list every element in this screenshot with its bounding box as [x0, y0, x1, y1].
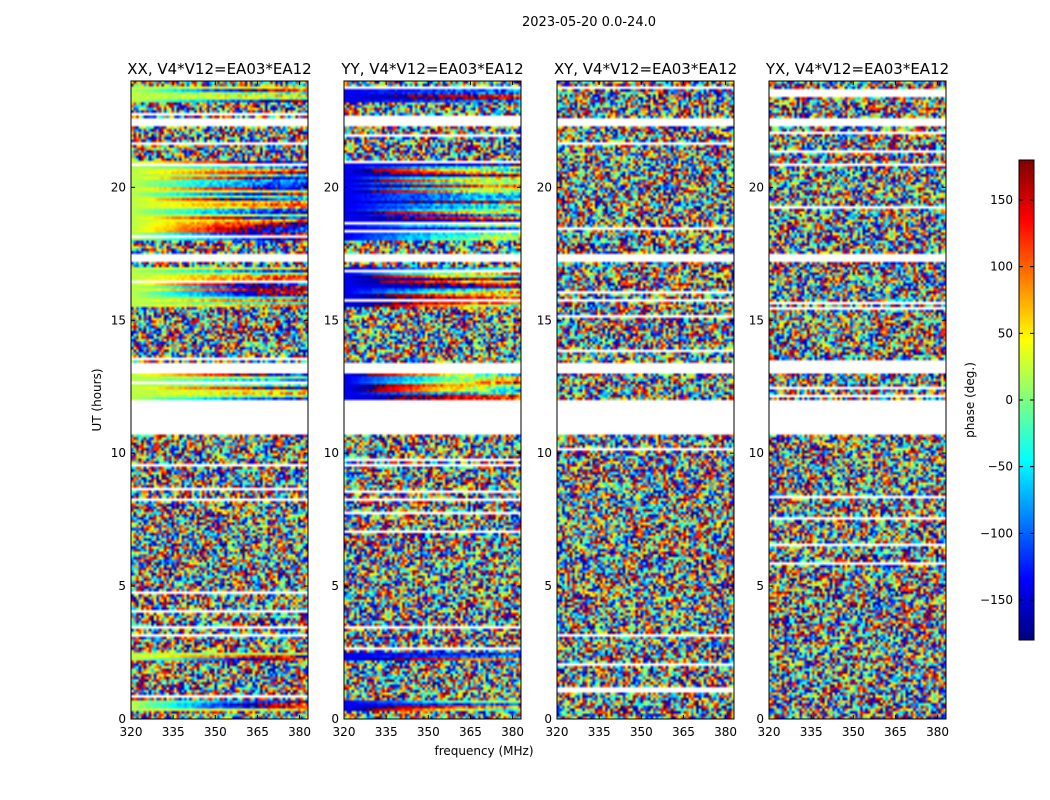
x-tick-label: 380	[501, 725, 524, 739]
x-tick-label: 320	[758, 725, 781, 739]
x-tick-label: 365	[246, 725, 269, 739]
x-tick-label: 365	[459, 725, 482, 739]
colorbar-tick-label: 150	[990, 193, 1013, 207]
panel-yy: YY, V4*V12=EA03*EA12 320 335 350 365 380 0 5 10 1…	[324, 60, 524, 739]
panel-frame	[768, 80, 947, 720]
y-tick-label: 10	[749, 446, 764, 460]
x-tick-label: 335	[375, 725, 398, 739]
y-tick-label: 0	[544, 712, 552, 726]
panel-frame	[556, 80, 735, 720]
y-tick-label: 10	[111, 446, 126, 460]
panel-xy: XY, V4*V12=EA03*EA12 320 335 350 365 380 0 5 10 1…	[537, 60, 737, 739]
y-tick-label: 5	[544, 579, 552, 593]
x-tick-label: 365	[672, 725, 695, 739]
heatmap-image	[769, 81, 946, 719]
colorbar-label: phase (deg.)	[963, 362, 977, 438]
panels-group: XX, V4*V12=EA03*EA12 320 335 350 365 380 0 5 10 1…	[111, 60, 949, 739]
x-tick-label: 350	[630, 725, 653, 739]
heatmap-image	[131, 81, 308, 719]
panel-title: XX, V4*V12=EA03*EA12	[127, 60, 311, 78]
colorbar-tick-label: 0	[1005, 393, 1013, 407]
y-tick-label: 20	[749, 180, 764, 194]
panel-title: XY, V4*V12=EA03*EA12	[554, 60, 737, 78]
x-tick-label: 380	[714, 725, 737, 739]
x-tick-label: 365	[884, 725, 907, 739]
x-tick-label: 320	[546, 725, 569, 739]
x-tick-label: 380	[926, 725, 949, 739]
panel-title: YY, V4*V12=EA03*EA12	[340, 60, 523, 78]
x-axis-label: frequency (MHz)	[434, 744, 533, 758]
y-tick-label: 5	[331, 579, 339, 593]
x-tick-label: 335	[588, 725, 611, 739]
y-tick-label: 15	[324, 313, 339, 327]
colorbar-tick-label: −150	[980, 593, 1013, 607]
heatmap-image	[344, 81, 521, 719]
colorbar-tick-label: 100	[990, 260, 1013, 274]
panel-xx: XX, V4*V12=EA03*EA12 320 335 350 365 380 0 5 10 1…	[111, 60, 312, 739]
colorbar: 150 100 50 0 −50 −100 −150	[980, 159, 1035, 641]
y-tick-label: 5	[118, 579, 126, 593]
y-tick-label: 15	[111, 313, 126, 327]
panel-frame	[130, 80, 309, 720]
y-tick-label: 10	[537, 446, 552, 460]
y-tick-label: 15	[749, 313, 764, 327]
y-tick-label: 20	[111, 180, 126, 194]
colorbar-tick-label: 50	[998, 326, 1013, 340]
y-tick-label: 0	[118, 712, 126, 726]
y-tick-label: 20	[537, 180, 552, 194]
figure-suptitle: 2023-05-20 0.0-24.0	[522, 15, 656, 30]
heatmap-image	[557, 81, 734, 719]
x-tick-label: 350	[842, 725, 865, 739]
y-tick-label: 10	[324, 446, 339, 460]
y-tick-label: 20	[324, 180, 339, 194]
y-tick-label: 0	[331, 712, 339, 726]
panel-yx: YX, V4*V12=EA03*EA12 320 335 350 365 380 0 5 10 1…	[749, 60, 949, 739]
panel-frame	[343, 80, 522, 720]
x-tick-label: 350	[204, 725, 227, 739]
panel-title: YX, V4*V12=EA03*EA12	[765, 60, 949, 78]
x-tick-label: 320	[120, 725, 143, 739]
y-tick-label: 15	[537, 313, 552, 327]
y-axis-label: UT (hours)	[90, 368, 104, 431]
colorbar-tick-label: −100	[980, 526, 1013, 540]
colorbar-tick-label: −50	[988, 460, 1013, 474]
y-tick-label: 0	[756, 712, 764, 726]
x-tick-label: 335	[162, 725, 185, 739]
x-tick-label: 335	[800, 725, 823, 739]
x-tick-label: 350	[417, 725, 440, 739]
x-tick-label: 380	[288, 725, 311, 739]
x-tick-label: 320	[333, 725, 356, 739]
y-tick-label: 5	[756, 579, 764, 593]
